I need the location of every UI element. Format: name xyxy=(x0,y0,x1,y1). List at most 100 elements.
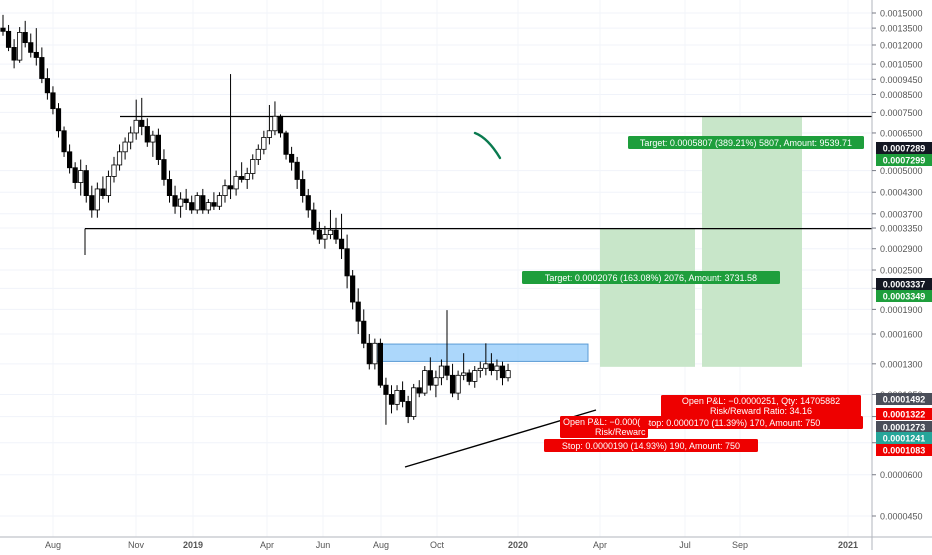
stop-label-b-box xyxy=(544,439,758,452)
candle-down xyxy=(416,387,422,394)
candle-down xyxy=(5,30,12,48)
time-tick-label: 2020 xyxy=(508,540,528,550)
open-pl-label-main-text: Open P&L: −0.0000251, Qty: 14705882 xyxy=(682,396,840,406)
price-tick-label: 0.0002500 xyxy=(880,266,923,276)
candle-up xyxy=(483,363,489,369)
time-tick-label: Aug xyxy=(373,540,389,550)
candle-down xyxy=(277,115,284,134)
candle-up xyxy=(194,195,200,211)
candle-up xyxy=(122,141,128,153)
candle-up xyxy=(78,170,84,183)
price-label-red xyxy=(876,408,932,420)
price-label-gray xyxy=(876,393,932,405)
candle-down xyxy=(144,126,150,143)
candle-up xyxy=(116,151,123,166)
arc-drawing[interactable] xyxy=(473,131,502,160)
price-label-red xyxy=(876,444,932,456)
candle-down xyxy=(227,185,234,190)
price-axis[interactable]: 0.0015000 0.0013500 0.0012000 0.0010500 0.00… xyxy=(871,0,932,550)
candle-down xyxy=(28,42,34,53)
candle-down xyxy=(466,372,472,382)
price-tick-label: 0.0009450 xyxy=(880,75,923,85)
price-label-text: 0.0001492 xyxy=(883,394,926,404)
candle-up xyxy=(394,390,400,405)
candle-down xyxy=(294,161,300,180)
candle-down xyxy=(83,170,89,197)
profit-area-long-a xyxy=(702,116,802,367)
candle-up xyxy=(233,176,239,190)
candle-down xyxy=(405,401,411,417)
candle-down xyxy=(89,195,95,211)
candle-up xyxy=(128,132,134,143)
candle-up xyxy=(266,130,273,138)
price-label-gray xyxy=(876,421,932,433)
price-tick-label: 0.0012000 xyxy=(880,41,923,51)
candle-down xyxy=(283,132,289,155)
candle-down xyxy=(305,195,311,211)
candle-down xyxy=(211,202,217,207)
position-areas xyxy=(373,116,802,367)
price-tick-label: 0.0002900 xyxy=(880,244,923,254)
candle-up xyxy=(244,173,250,180)
candle-up xyxy=(250,159,256,174)
price-tick-label: 0.0001300 xyxy=(880,359,923,369)
price-label-text: 0.0001241 xyxy=(883,433,926,443)
candle-down xyxy=(383,384,389,395)
price-label-text: 0.0001273 xyxy=(883,422,926,432)
price-tick-label: 0.0000450 xyxy=(880,512,923,522)
candle-up xyxy=(216,195,223,207)
candle-down xyxy=(338,238,345,250)
candle-down xyxy=(166,179,173,197)
time-axis[interactable]: Aug Nov 2019 Apr Jun Aug Oct 2020 Apr Jul Sep 2021 xyxy=(0,536,932,550)
candle-up xyxy=(455,374,461,394)
price-tick-label: 0.0013500 xyxy=(880,24,923,34)
candle-up xyxy=(372,342,378,365)
price-label-text: 0.0001083 xyxy=(883,445,926,455)
price-tick-label: 0.0004300 xyxy=(880,188,923,198)
price-label-dark xyxy=(876,278,932,290)
time-tick-label: Jul xyxy=(679,540,691,550)
candle-down xyxy=(172,195,178,207)
candle-up xyxy=(205,202,211,211)
candle-down xyxy=(399,390,406,402)
candle-down xyxy=(350,275,356,303)
candle-down xyxy=(344,248,350,277)
price-tick-label: 0.0010500 xyxy=(880,60,923,70)
price-tick-label: 0.0001600 xyxy=(880,330,923,340)
price-label-green xyxy=(876,290,932,302)
candle-down xyxy=(288,153,295,163)
candle-up xyxy=(433,377,439,386)
time-tick-label: Jun xyxy=(316,540,331,550)
candle-down xyxy=(72,167,78,183)
position-labels: Target: 0.0005807 (389.21%) 5807, Amount… xyxy=(522,136,864,452)
candle-down xyxy=(161,159,167,180)
candle-down xyxy=(189,202,195,211)
candle-down xyxy=(33,51,39,58)
candle-up xyxy=(477,367,483,372)
candle-down xyxy=(488,363,495,372)
candle-up xyxy=(261,137,267,150)
stop-label-a-box xyxy=(600,416,863,429)
price-label-dark xyxy=(876,142,932,154)
candle-up xyxy=(411,387,417,417)
time-tick-label: Oct xyxy=(430,540,445,550)
target-label-a-text: Target: 0.0005807 (389.21%) 5807, Amount… xyxy=(640,138,852,148)
open-pl-label-main-box xyxy=(661,395,861,417)
candle-down xyxy=(55,108,62,132)
candle-down xyxy=(39,57,45,79)
open-pl-label-main-text: Risk/Reward Ratio: 34.16 xyxy=(710,406,812,416)
candle-down xyxy=(444,365,450,376)
price-tick-label: 0.0000600 xyxy=(880,470,923,480)
candle-down xyxy=(311,209,317,231)
candle-down xyxy=(100,188,106,197)
candle-down xyxy=(499,365,506,379)
target-label-b-text: Target: 0.0002076 (163.08%) 2076, Amount… xyxy=(545,273,757,283)
price-tick-label: 0.0003350 xyxy=(880,224,923,234)
time-tick-label: Apr xyxy=(260,540,274,550)
candle-down xyxy=(0,27,6,32)
time-tick-label: 2019 xyxy=(183,540,203,550)
open-pl-label-b-text: Open P&L: −0.000( xyxy=(563,417,640,427)
horizontal-levels[interactable] xyxy=(84,115,872,255)
